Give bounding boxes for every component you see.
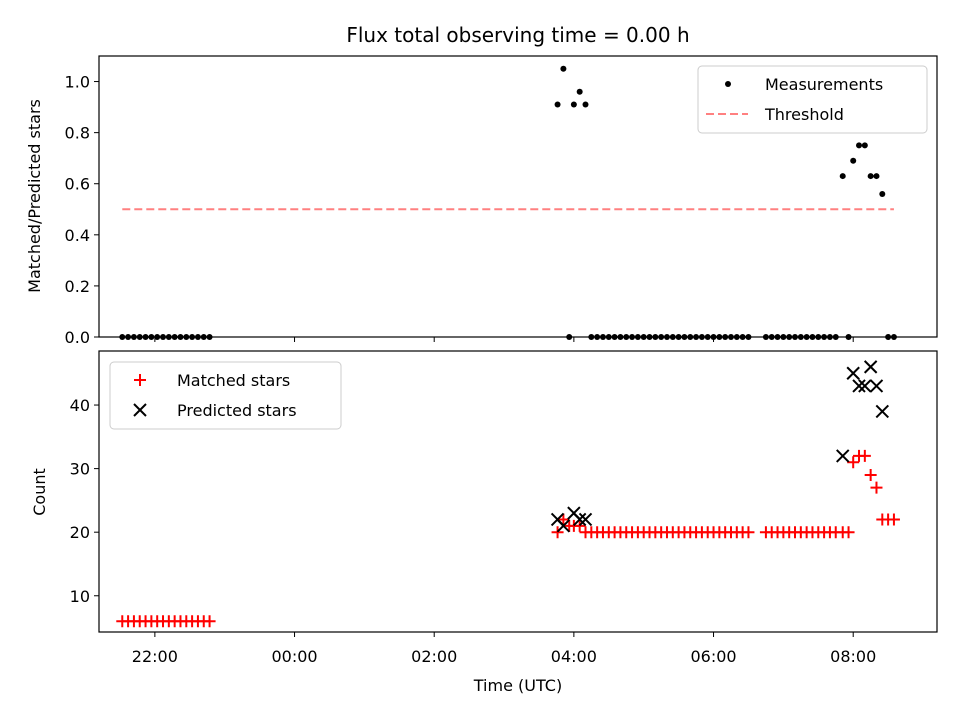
data-point xyxy=(556,519,571,533)
data-point xyxy=(560,65,567,72)
data-point xyxy=(875,404,890,419)
data-point xyxy=(839,173,846,180)
chart-title: Flux total observing time = 0.00 h xyxy=(346,23,689,47)
data-point xyxy=(842,526,855,539)
data-point xyxy=(863,360,878,374)
data-point xyxy=(856,142,863,149)
legend-box xyxy=(109,361,342,430)
legend-marker xyxy=(134,374,146,386)
data-point xyxy=(873,173,880,180)
y-tick-label: 0.6 xyxy=(65,175,90,194)
data-point xyxy=(867,173,874,180)
legend-label: Predicted stars xyxy=(177,401,297,420)
data-point xyxy=(858,379,872,393)
x-axis-label: Time (UTC) xyxy=(473,676,562,695)
data-point xyxy=(847,456,860,469)
data-point xyxy=(869,379,884,393)
data-point xyxy=(551,526,564,539)
legend: Measurements Threshold xyxy=(697,65,928,134)
x-tick-label: 04:00 xyxy=(551,647,597,666)
data-point xyxy=(864,468,877,481)
data-point xyxy=(576,88,583,95)
data-point xyxy=(861,142,868,149)
data-point xyxy=(852,379,866,393)
x-tick-label: 22:00 xyxy=(132,647,178,666)
data-point xyxy=(887,513,900,526)
legend-marker xyxy=(133,403,147,417)
series-predicted-stars xyxy=(550,360,890,533)
data-point xyxy=(573,519,586,532)
data-point xyxy=(582,101,589,108)
data-point xyxy=(554,101,561,108)
data-point xyxy=(203,615,216,628)
data-point xyxy=(836,449,850,463)
bottom-y-axis-label: Count xyxy=(30,468,49,516)
legend-marker xyxy=(725,81,731,87)
legend-box xyxy=(697,65,928,134)
x-tick-label: 02:00 xyxy=(411,647,457,666)
top-y-axis-label: Matched/Predicted stars xyxy=(25,99,44,293)
bottom-axes: 10 20 30 40 22:00 00:00 02:00 04:00 06:00 08:00 Ma… xyxy=(70,350,938,666)
data-point xyxy=(557,513,570,526)
y-tick-label: 20 xyxy=(70,523,90,542)
series-measurements xyxy=(119,65,897,340)
data-point xyxy=(846,366,860,380)
top-axes: 0.0 0.2 0.4 0.6 0.8 1.0 Measurements Threshold xyxy=(65,55,938,347)
x-tick-label: 00:00 xyxy=(271,647,317,666)
data-point xyxy=(870,481,883,494)
data-point xyxy=(578,512,593,527)
axes-frame xyxy=(98,350,938,633)
y-tick-label: 40 xyxy=(70,396,90,415)
x-tick-label: 06:00 xyxy=(690,647,736,666)
y-tick-label: 30 xyxy=(70,460,90,479)
data-point xyxy=(570,101,577,108)
legend: Matched stars Predicted stars xyxy=(109,361,342,430)
x-tick-label: 08:00 xyxy=(830,647,876,666)
data-point xyxy=(879,190,886,197)
series-matched-stars xyxy=(116,449,900,628)
y-tick-label: 10 xyxy=(70,587,90,606)
legend-label: Matched stars xyxy=(177,371,290,390)
legend-label: Measurements xyxy=(765,75,883,94)
data-point xyxy=(858,449,871,462)
axes-frame xyxy=(98,55,938,338)
y-tick-label: 0.0 xyxy=(65,328,90,347)
legend-label: Threshold xyxy=(764,105,844,124)
y-tick-label: 1.0 xyxy=(65,73,90,92)
y-tick-label: 0.2 xyxy=(65,277,90,296)
y-tick-label: 0.4 xyxy=(65,226,90,245)
data-point xyxy=(742,526,755,539)
y-tick-label: 0.8 xyxy=(65,124,90,143)
data-point xyxy=(572,512,587,527)
data-point xyxy=(850,157,857,164)
